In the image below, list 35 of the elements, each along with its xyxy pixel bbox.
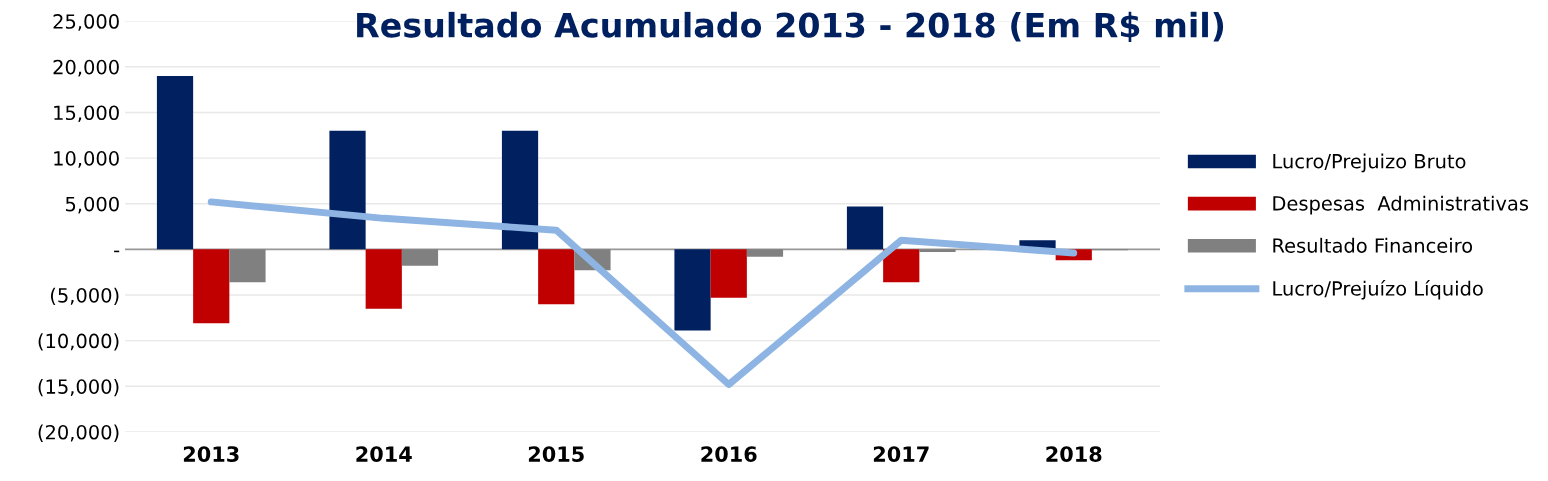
bar	[710, 249, 747, 298]
bar	[156, 75, 194, 250]
legend-label: Lucro/Prejuízo Líquido	[1273, 279, 1483, 300]
y-tick-label: (15,000)	[38, 378, 119, 397]
y-tick-label: 15,000	[54, 105, 119, 123]
y-tick-label: 25,000	[53, 14, 119, 31]
bar	[229, 249, 266, 283]
chart-title: Resultado Acumulado 2013 - 2018 (Em R$ mil)	[357, 11, 1224, 43]
bar	[919, 249, 956, 253]
y-tick-label: 10,000	[54, 151, 119, 168]
x-tick-label: 2014	[356, 446, 412, 462]
x-tick-label: 2017	[873, 446, 929, 462]
legend-label: Despesas Administrativas	[1273, 195, 1529, 215]
bar	[746, 249, 784, 257]
y-tick-label: 20,000	[53, 59, 119, 77]
x-tick-label: 2016	[701, 446, 757, 462]
x-tick-label: 2013	[183, 446, 239, 462]
y-tick-label: (10,000)	[38, 333, 119, 351]
bar	[501, 130, 539, 250]
bar	[846, 206, 884, 250]
legend-label: Resultado Financeiro	[1273, 237, 1473, 253]
bar	[883, 249, 920, 283]
y-tick-label: -	[114, 250, 120, 253]
y-tick-label: (5,000)	[50, 287, 119, 305]
bar	[674, 249, 711, 331]
bar	[329, 130, 366, 250]
x-tick-label: 2015	[528, 446, 584, 462]
legend-label: Lucro/Prejuizo Bruto	[1273, 153, 1466, 173]
bar	[538, 249, 575, 305]
bar	[365, 249, 402, 309]
bar	[401, 249, 439, 266]
x-tick-label: 2018	[1046, 446, 1102, 462]
y-tick-label: 5,000	[65, 196, 119, 214]
bar	[193, 249, 230, 324]
y-tick-label: (20,000)	[38, 424, 119, 442]
